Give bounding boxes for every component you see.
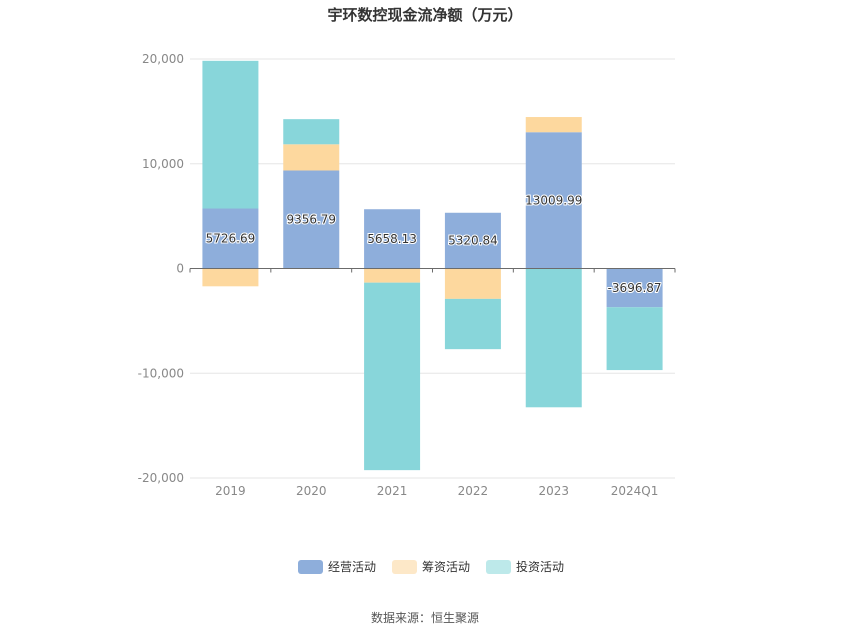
x-tick-label: 2024Q1 <box>611 484 659 498</box>
bar-经营活动-2023 <box>525 132 582 269</box>
legend-label: 经营活动 <box>328 560 376 574</box>
chart-title: 宇环数控现金流净额（万元） <box>327 6 522 24</box>
bar-投资活动-2019 <box>202 60 259 209</box>
y-tick-label: 0 <box>176 262 184 276</box>
y-axis-ticks: 20,000 10,000 0 -10,000 -20,000 <box>138 52 184 485</box>
data-labels: 5726.69 9356.79 5658.13 5320.84 13009.99 -369… <box>205 192 663 296</box>
bar-筹资活动-2023 <box>525 117 582 133</box>
data-label: 5658.13 <box>367 232 417 246</box>
bar-筹资活动-2019 <box>202 268 259 287</box>
bar-经营活动-2020 <box>283 170 340 269</box>
bar-投资活动-2021 <box>364 282 421 471</box>
legend-swatch <box>392 560 417 574</box>
data-label: 5726.69 <box>206 232 256 246</box>
legend: 经营活动 筹资活动 投资活动 <box>298 559 564 574</box>
legend-item-投资活动[interactable]: 投资活动 <box>486 559 564 574</box>
y-tick-label: -20,000 <box>138 471 184 485</box>
x-tick-label: 2019 <box>215 484 246 498</box>
bar-投资活动-2022 <box>444 298 501 350</box>
bar-经营活动-2024Q1 <box>606 268 663 308</box>
data-label: 5320.84 <box>448 234 498 248</box>
legend-item-经营活动[interactable]: 经营活动 <box>298 560 376 574</box>
data-label: 13009.99 <box>525 193 582 207</box>
data-label: 9356.79 <box>286 212 336 226</box>
bar-投资活动-2020 <box>283 119 340 145</box>
legend-label: 筹资活动 <box>422 560 470 574</box>
x-tick-label: 2022 <box>458 484 489 498</box>
legend-label: 投资活动 <box>516 559 564 574</box>
x-axis-ticks: 2019 2020 2021 2022 2023 2024Q1 <box>215 484 658 498</box>
x-tick-label: 2020 <box>296 484 327 498</box>
bars <box>202 60 663 471</box>
x-tick-label: 2023 <box>538 484 569 498</box>
y-tick-label: -10,000 <box>138 366 184 380</box>
grid-lines <box>190 58 675 479</box>
bar-经营活动-2022 <box>444 212 501 269</box>
bar-投资活动-2024Q1 <box>606 307 663 371</box>
y-tick-label: 10,000 <box>142 157 184 171</box>
bar-筹资活动-2021 <box>364 268 421 283</box>
legend-item-筹资活动[interactable]: 筹资活动 <box>392 560 470 574</box>
legend-swatch <box>298 560 323 574</box>
x-tick-label: 2021 <box>377 484 408 498</box>
legend-swatch <box>486 560 511 574</box>
bar-经营活动-2021 <box>364 209 421 269</box>
zero-line <box>189 268 676 273</box>
bar-筹资活动-2022 <box>444 268 501 299</box>
bar-投资活动-2023 <box>525 268 582 408</box>
y-tick-label: 20,000 <box>142 52 184 66</box>
bar-筹资活动-2020 <box>283 144 340 171</box>
data-label: -3696.87 <box>608 281 662 295</box>
bar-经营活动-2019 <box>202 208 259 269</box>
source-note: 数据来源：恒生聚源 <box>371 610 479 625</box>
